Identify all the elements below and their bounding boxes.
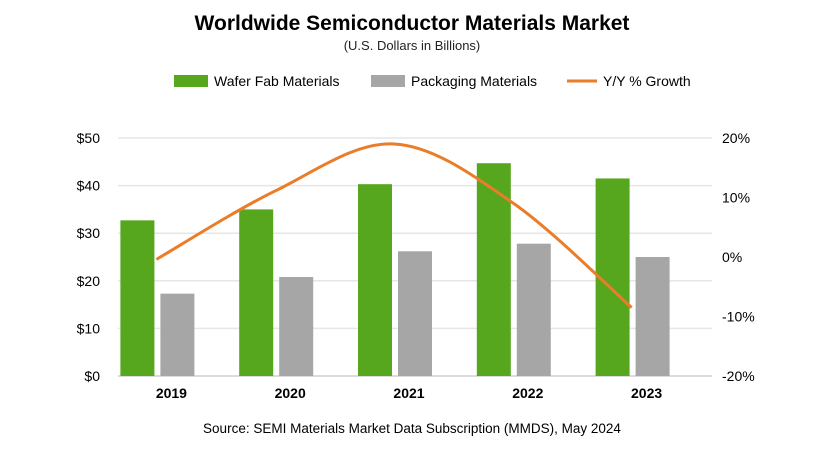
growth-line-path <box>156 144 631 308</box>
legend-swatch <box>371 75 405 87</box>
right-tick-label: 0% <box>722 249 742 265</box>
x-tick-label: 2020 <box>275 385 306 401</box>
x-tick-label: 2023 <box>631 385 662 401</box>
right-tick-label: -10% <box>722 309 755 325</box>
legend-label: Y/Y % Growth <box>603 73 691 89</box>
left-tick-label: $10 <box>77 320 101 336</box>
left-tick-label: $0 <box>84 368 100 384</box>
left-tick-label: $20 <box>77 273 101 289</box>
bar-wafer-fab-materials-2020 <box>239 209 273 376</box>
bars <box>120 163 669 376</box>
bar-packaging-materials-2021 <box>398 251 432 376</box>
right-tick-label: 20% <box>722 130 750 146</box>
source-note: Source: SEMI Materials Market Data Subsc… <box>203 421 621 436</box>
chart-subtitle: (U.S. Dollars in Billions) <box>344 38 481 53</box>
bar-wafer-fab-materials-2019 <box>120 220 154 376</box>
growth-line <box>156 144 631 308</box>
left-tick-label: $30 <box>77 225 101 241</box>
bar-wafer-fab-materials-2021 <box>358 184 392 376</box>
bar-packaging-materials-2020 <box>279 277 313 376</box>
legend-label: Packaging Materials <box>411 73 537 89</box>
bar-packaging-materials-2023 <box>636 257 670 376</box>
bar-packaging-materials-2019 <box>160 294 194 376</box>
legend: Wafer Fab Materials Packaging Materials Y/… <box>174 73 691 89</box>
legend-swatch <box>174 75 208 87</box>
right-tick-label: -20% <box>722 368 755 384</box>
left-tick-label: $40 <box>77 178 101 194</box>
bar-packaging-materials-2022 <box>517 244 551 376</box>
bar-wafer-fab-materials-2022 <box>477 163 511 376</box>
legend-label: Wafer Fab Materials <box>214 73 340 89</box>
right-tick-label: 10% <box>722 190 750 206</box>
chart-title: Worldwide Semiconductor Materials Market <box>195 12 630 35</box>
x-tick-label: 2021 <box>393 385 424 401</box>
x-tick-label: 2019 <box>156 385 187 401</box>
left-tick-label: $50 <box>77 130 101 146</box>
x-tick-label: 2022 <box>512 385 543 401</box>
